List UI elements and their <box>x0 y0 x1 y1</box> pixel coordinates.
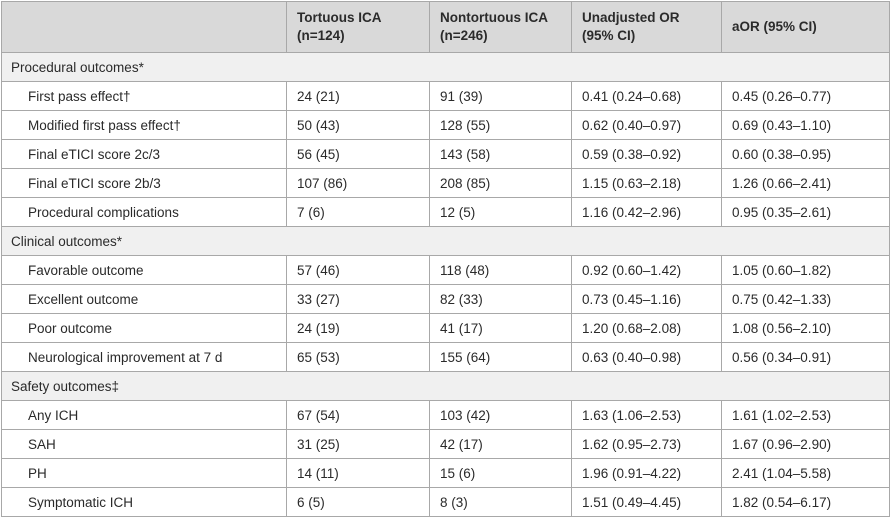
cell-unadjusted: 1.63 (1.06–2.53) <box>571 400 722 430</box>
cell-aor: 0.95 (0.35–2.61) <box>721 197 890 227</box>
table-row: Favorable outcome 57 (46) 118 (48) 0.92 (0.… <box>1 255 890 285</box>
cell-label: Any ICH <box>1 400 287 430</box>
cell-aor: 0.69 (0.43–1.10) <box>721 110 890 140</box>
table-row: SAH 31 (25) 42 (17) 1.62 (0.95–2.73) 1.67 (0… <box>1 429 890 459</box>
cell-unadjusted: 1.20 (0.68–2.08) <box>571 313 722 343</box>
cell-unadjusted: 1.96 (0.91–4.22) <box>571 458 722 488</box>
cell-tortuous: 50 (43) <box>286 110 430 140</box>
cell-tortuous: 24 (21) <box>286 81 430 111</box>
cell-unadjusted: 1.62 (0.95–2.73) <box>571 429 722 459</box>
table-row: Poor outcome 24 (19) 41 (17) 1.20 (0.68–2.0… <box>1 313 890 343</box>
cell-tortuous: 14 (11) <box>286 458 430 488</box>
cell-nontortuous: 91 (39) <box>429 81 572 111</box>
cell-tortuous: 65 (53) <box>286 342 430 372</box>
cell-nontortuous: 42 (17) <box>429 429 572 459</box>
cell-tortuous: 6 (5) <box>286 487 430 517</box>
cell-nontortuous: 155 (64) <box>429 342 572 372</box>
table-row: Neurological improvement at 7 d 65 (53) 15… <box>1 342 890 372</box>
cell-aor: 1.26 (0.66–2.41) <box>721 168 890 198</box>
cell-aor: 0.45 (0.26–0.77) <box>721 81 890 111</box>
cell-tortuous: 24 (19) <box>286 313 430 343</box>
cell-unadjusted: 0.73 (0.45–1.16) <box>571 284 722 314</box>
table-row: Procedural complications 7 (6) 12 (5) 1.16 … <box>1 197 890 227</box>
cell-tortuous: 7 (6) <box>286 197 430 227</box>
table-body: Procedural outcomes* First pass effect† 24… <box>1 52 890 517</box>
header-nontortuous: Nontortuous ICA (n=246) <box>429 1 572 53</box>
cell-aor: 1.05 (0.60–1.82) <box>721 255 890 285</box>
cell-aor: 0.60 (0.38–0.95) <box>721 139 890 169</box>
section-title: Safety outcomes‡ <box>1 371 890 401</box>
cell-nontortuous: 128 (55) <box>429 110 572 140</box>
cell-label: Neurological improvement at 7 d <box>1 342 287 372</box>
header-blank-cell <box>1 1 287 53</box>
header-tortuous: Tortuous ICA (n=124) <box>286 1 430 53</box>
cell-label: SAH <box>1 429 287 459</box>
cell-label: First pass effect† <box>1 81 287 111</box>
cell-label: Symptomatic ICH <box>1 487 287 517</box>
cell-nontortuous: 41 (17) <box>429 313 572 343</box>
cell-label: Modified first pass effect† <box>1 110 287 140</box>
header-row: Tortuous ICA (n=124) Nontortuous ICA (n=24… <box>1 1 890 53</box>
section-title: Clinical outcomes* <box>1 226 890 256</box>
table-row: Modified first pass effect† 50 (43) 128 (5… <box>1 110 890 140</box>
header-unadjusted-or: Unadjusted OR (95% CI) <box>571 1 722 53</box>
cell-unadjusted: 0.41 (0.24–0.68) <box>571 81 722 111</box>
cell-tortuous: 67 (54) <box>286 400 430 430</box>
cell-aor: 1.61 (1.02–2.53) <box>721 400 890 430</box>
cell-aor: 1.82 (0.54–6.17) <box>721 487 890 517</box>
cell-aor: 1.67 (0.96–2.90) <box>721 429 890 459</box>
cell-unadjusted: 1.51 (0.49–4.45) <box>571 487 722 517</box>
cell-aor: 0.56 (0.34–0.91) <box>721 342 890 372</box>
table-row: Symptomatic ICH 6 (5) 8 (3) 1.51 (0.49–4.45… <box>1 487 890 517</box>
cell-label: Excellent outcome <box>1 284 287 314</box>
cell-nontortuous: 12 (5) <box>429 197 572 227</box>
section-title: Procedural outcomes* <box>1 52 890 82</box>
cell-nontortuous: 8 (3) <box>429 487 572 517</box>
cell-aor: 2.41 (1.04–5.58) <box>721 458 890 488</box>
table-row: Excellent outcome 33 (27) 82 (33) 0.73 (0.4… <box>1 284 890 314</box>
cell-tortuous: 57 (46) <box>286 255 430 285</box>
table-row: Any ICH 67 (54) 103 (42) 1.63 (1.06–2.53) 1.… <box>1 400 890 430</box>
table-row: Final eTICI score 2c/3 56 (45) 143 (58) 0.5… <box>1 139 890 169</box>
cell-nontortuous: 208 (85) <box>429 168 572 198</box>
cell-nontortuous: 103 (42) <box>429 400 572 430</box>
table-row: Final eTICI score 2b/3 107 (86) 208 (85) 1.… <box>1 168 890 198</box>
table-row: PH 14 (11) 15 (6) 1.96 (0.91–4.22) 2.41 (1.0… <box>1 458 890 488</box>
cell-label: Final eTICI score 2c/3 <box>1 139 287 169</box>
cell-nontortuous: 143 (58) <box>429 139 572 169</box>
cell-label: Procedural complications <box>1 197 287 227</box>
cell-tortuous: 33 (27) <box>286 284 430 314</box>
cell-nontortuous: 118 (48) <box>429 255 572 285</box>
cell-tortuous: 56 (45) <box>286 139 430 169</box>
cell-tortuous: 107 (86) <box>286 168 430 198</box>
cell-aor: 0.75 (0.42–1.33) <box>721 284 890 314</box>
cell-aor: 1.08 (0.56–2.10) <box>721 313 890 343</box>
cell-unadjusted: 0.59 (0.38–0.92) <box>571 139 722 169</box>
section-header-row: Safety outcomes‡ <box>1 371 890 401</box>
cell-label: Final eTICI score 2b/3 <box>1 168 287 198</box>
cell-unadjusted: 0.63 (0.40–0.98) <box>571 342 722 372</box>
cell-unadjusted: 0.92 (0.60–1.42) <box>571 255 722 285</box>
table-row: First pass effect† 24 (21) 91 (39) 0.41 (0.… <box>1 81 890 111</box>
cell-label: Poor outcome <box>1 313 287 343</box>
cell-unadjusted: 0.62 (0.40–0.97) <box>571 110 722 140</box>
cell-label: PH <box>1 458 287 488</box>
cell-nontortuous: 82 (33) <box>429 284 572 314</box>
cell-nontortuous: 15 (6) <box>429 458 572 488</box>
section-header-row: Clinical outcomes* <box>1 226 890 256</box>
cell-label: Favorable outcome <box>1 255 287 285</box>
header-aor: aOR (95% CI) <box>721 1 890 53</box>
cell-tortuous: 31 (25) <box>286 429 430 459</box>
cell-unadjusted: 1.16 (0.42–2.96) <box>571 197 722 227</box>
cell-unadjusted: 1.15 (0.63–2.18) <box>571 168 722 198</box>
section-header-row: Procedural outcomes* <box>1 52 890 82</box>
